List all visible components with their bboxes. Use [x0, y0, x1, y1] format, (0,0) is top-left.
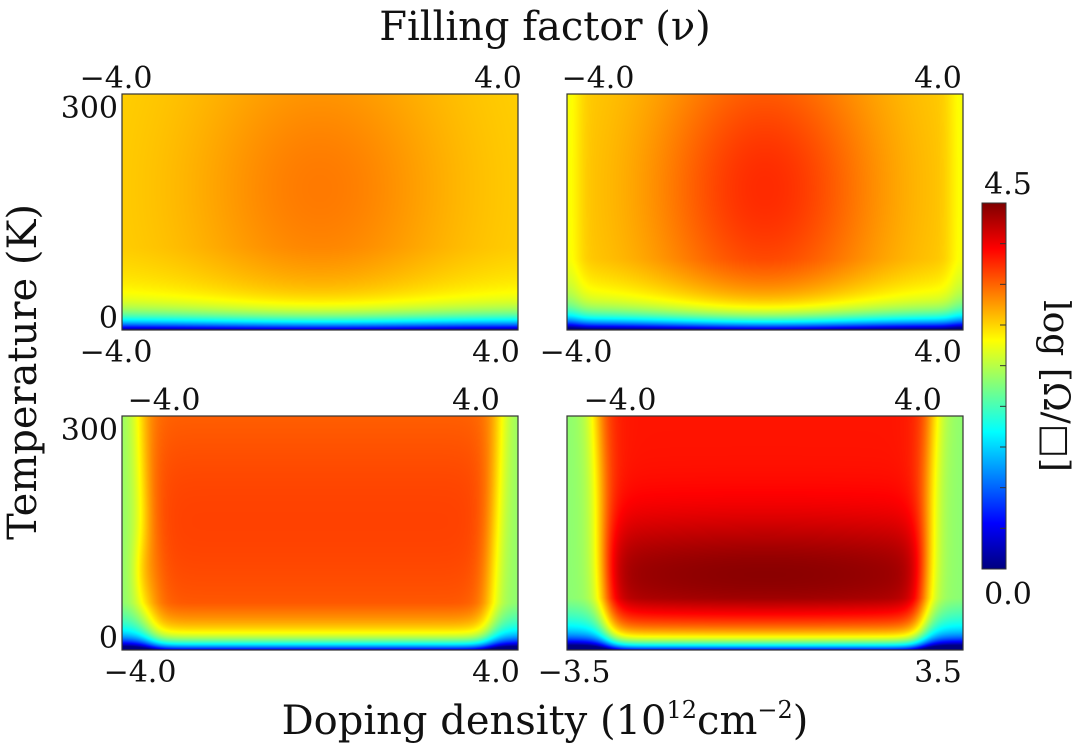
- tick-label: 4.0: [474, 61, 522, 96]
- x-axis-unit-close: ): [793, 698, 809, 744]
- x-axis-unit-mid: cm: [697, 698, 757, 744]
- tick-label: 4.0: [472, 335, 520, 370]
- tick-label: −4.0: [562, 61, 635, 96]
- tick-label: −4.0: [104, 655, 177, 690]
- x-axis-title: Doping density (1012cm−2): [282, 696, 809, 744]
- x-axis-title-main: Doping density: [282, 698, 588, 744]
- colorbar: [981, 202, 1007, 570]
- tick-label: 300: [61, 413, 118, 448]
- x-axis-unit-base: (10: [600, 698, 667, 744]
- tick-label: −4.0: [80, 335, 153, 370]
- y-axis-title: Temperature (K): [0, 204, 46, 540]
- x-axis-unit-exp1: 12: [667, 696, 698, 724]
- tick-label: 3.5: [914, 655, 962, 690]
- top-axis-title: Filling factor (ν): [379, 4, 711, 50]
- tick-label: 4.0: [914, 335, 962, 370]
- colorbar-tick-max: 4.5: [984, 167, 1032, 202]
- x-axis-unit-exp2: −2: [757, 696, 792, 724]
- tick-label: 0: [99, 621, 118, 656]
- heatmap-panel-bottom-right: [566, 415, 964, 651]
- tick-label: 4.0: [894, 383, 942, 418]
- tick-label: −4.0: [128, 383, 201, 418]
- heatmap-panel-top-right: [566, 93, 964, 331]
- tick-label: 4.0: [472, 655, 520, 690]
- tick-label: −4.0: [540, 335, 613, 370]
- tick-label: 4.0: [452, 383, 500, 418]
- heatmap-panel-bottom-left: [121, 415, 519, 651]
- colorbar-tick-min: 0.0: [984, 577, 1032, 612]
- tick-label: −4.0: [80, 61, 153, 96]
- colorbar-label: log [Ω/□]: [1035, 300, 1076, 472]
- tick-label: −4.0: [584, 383, 657, 418]
- tick-label: 0: [99, 301, 118, 336]
- heatmap-panel-top-left: [121, 93, 519, 331]
- tick-label: 300: [61, 91, 118, 126]
- tick-label: −3.5: [538, 655, 611, 690]
- tick-label: 4.0: [914, 61, 962, 96]
- colorbar-ticks: [1000, 202, 1006, 570]
